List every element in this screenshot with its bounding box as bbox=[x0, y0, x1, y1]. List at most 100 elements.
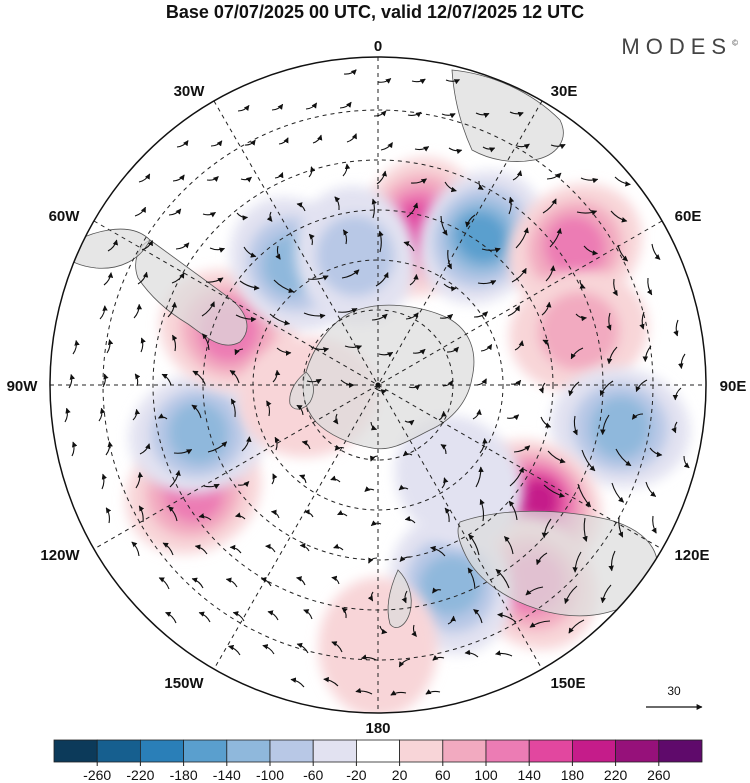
colorbar-tick-label: 20 bbox=[392, 767, 408, 783]
wind-arrow bbox=[209, 247, 226, 253]
colorbar-swatch bbox=[442, 739, 487, 763]
copyright-mark: © bbox=[732, 38, 738, 48]
wind-arrow bbox=[310, 346, 330, 353]
colorbar-swatch bbox=[399, 739, 444, 763]
colorbar: -260 -220 -180 -140 -100 -60 -20 20 60 100 140 180 2… bbox=[53, 739, 703, 783]
colorbar-tick-label: 220 bbox=[604, 767, 628, 783]
wind-arrow bbox=[134, 373, 141, 387]
wind-arrow bbox=[425, 689, 441, 695]
wind-arrow bbox=[132, 408, 141, 421]
map-title: Base 07/07/2025 00 UTC, valid 12/07/2025… bbox=[165, 2, 585, 22]
wind-arrow bbox=[337, 308, 358, 314]
wind-arrow bbox=[540, 416, 552, 428]
africa-land bbox=[451, 69, 564, 162]
wind-arrow bbox=[262, 644, 275, 655]
wind-arrow bbox=[600, 584, 612, 604]
wind-arrow bbox=[525, 586, 544, 596]
wind-arrow bbox=[205, 277, 224, 283]
colorbar-tick-label: -100 bbox=[256, 767, 284, 783]
wind-arrow bbox=[651, 243, 661, 260]
wind-arrow bbox=[374, 387, 387, 395]
wind-arrow bbox=[511, 267, 527, 283]
colorbar-tick-label: -140 bbox=[213, 767, 241, 783]
wind-arrow bbox=[564, 585, 578, 605]
anomaly-blob bbox=[509, 270, 649, 392]
wind-arrow bbox=[549, 227, 562, 248]
wind-arrow bbox=[508, 196, 515, 215]
wind-arrow bbox=[642, 345, 652, 362]
colorbar-tick-label: 180 bbox=[561, 767, 585, 783]
wind-arrow bbox=[276, 347, 292, 356]
wind-arrow bbox=[364, 486, 375, 492]
wind-arrow bbox=[475, 466, 484, 488]
wind-arrow bbox=[673, 319, 679, 337]
wind-arrow bbox=[406, 202, 419, 218]
wind-arrow bbox=[228, 644, 241, 656]
wind-arrow bbox=[307, 275, 329, 281]
anomaly-contour bbox=[590, 396, 651, 460]
wind-arrow bbox=[202, 211, 216, 218]
wind-arrow bbox=[441, 477, 449, 489]
wind-arrow bbox=[274, 172, 284, 179]
wind-arrow bbox=[541, 518, 552, 539]
wind-arrow bbox=[229, 544, 242, 554]
wind-arrow bbox=[340, 379, 355, 388]
wind-arrow bbox=[303, 609, 313, 620]
map-boundary bbox=[49, 56, 707, 714]
wind-arrow bbox=[369, 455, 379, 462]
wind-arrow bbox=[441, 113, 456, 119]
colorbar-swatch bbox=[312, 739, 357, 763]
wind-arrow bbox=[171, 272, 185, 284]
wind-arrow bbox=[99, 305, 108, 320]
wind-vectors bbox=[64, 69, 690, 696]
wind-arrow bbox=[618, 516, 624, 538]
wind-arrow bbox=[64, 407, 71, 423]
colorbar-swatch bbox=[572, 739, 617, 763]
lon-label-0: 0 bbox=[374, 38, 382, 55]
wind-arrow bbox=[582, 517, 588, 542]
colorbar-swatch bbox=[485, 739, 530, 763]
wind-arrow bbox=[568, 381, 580, 397]
anomaly-contour bbox=[318, 577, 438, 713]
wind-arrow bbox=[507, 305, 520, 317]
wind-arrow bbox=[545, 265, 556, 282]
wind-arrow bbox=[296, 202, 306, 212]
wind-arrow bbox=[580, 177, 599, 184]
wind-arrow bbox=[341, 269, 360, 279]
wind-arrow bbox=[495, 650, 513, 657]
wind-arrow bbox=[541, 301, 552, 316]
anomaly-blob bbox=[295, 186, 416, 326]
colorbar-swatch bbox=[183, 739, 228, 763]
wind-arrow bbox=[476, 378, 487, 386]
wind-arrow bbox=[599, 380, 614, 397]
wind-arrow bbox=[236, 212, 249, 221]
wind-arrow bbox=[432, 655, 445, 661]
wind-arrow bbox=[265, 543, 276, 553]
wind-arrow bbox=[296, 404, 304, 416]
wind-arrow bbox=[645, 481, 657, 497]
wind-arrow bbox=[404, 515, 416, 524]
wind-arrow bbox=[583, 245, 599, 256]
wind-arrow bbox=[301, 440, 311, 450]
colorbar-tick-label: 260 bbox=[647, 767, 671, 783]
wind-arrow bbox=[606, 346, 618, 365]
wind-arrow bbox=[194, 544, 208, 555]
wind-arrow bbox=[399, 555, 412, 562]
wind-arrow bbox=[398, 484, 409, 491]
wind-arrow bbox=[192, 370, 206, 385]
graticule bbox=[50, 57, 706, 713]
reference-vector-value: 30 bbox=[667, 684, 681, 698]
wind-arrow bbox=[472, 409, 482, 420]
wind-arrow bbox=[398, 658, 411, 668]
wind-arrow bbox=[342, 163, 351, 177]
lon-label-60w: 60W bbox=[49, 208, 81, 225]
wind-arrow bbox=[403, 241, 415, 252]
wind-arrow bbox=[308, 166, 316, 178]
wind-arrow bbox=[547, 450, 566, 464]
wind-arrow bbox=[167, 301, 178, 318]
lon-label-120w: 120W bbox=[40, 547, 80, 564]
wind-arrow bbox=[272, 369, 281, 383]
anomaly-blob bbox=[318, 577, 438, 713]
wind-arrow bbox=[639, 311, 645, 330]
wind-arrow bbox=[407, 111, 422, 118]
